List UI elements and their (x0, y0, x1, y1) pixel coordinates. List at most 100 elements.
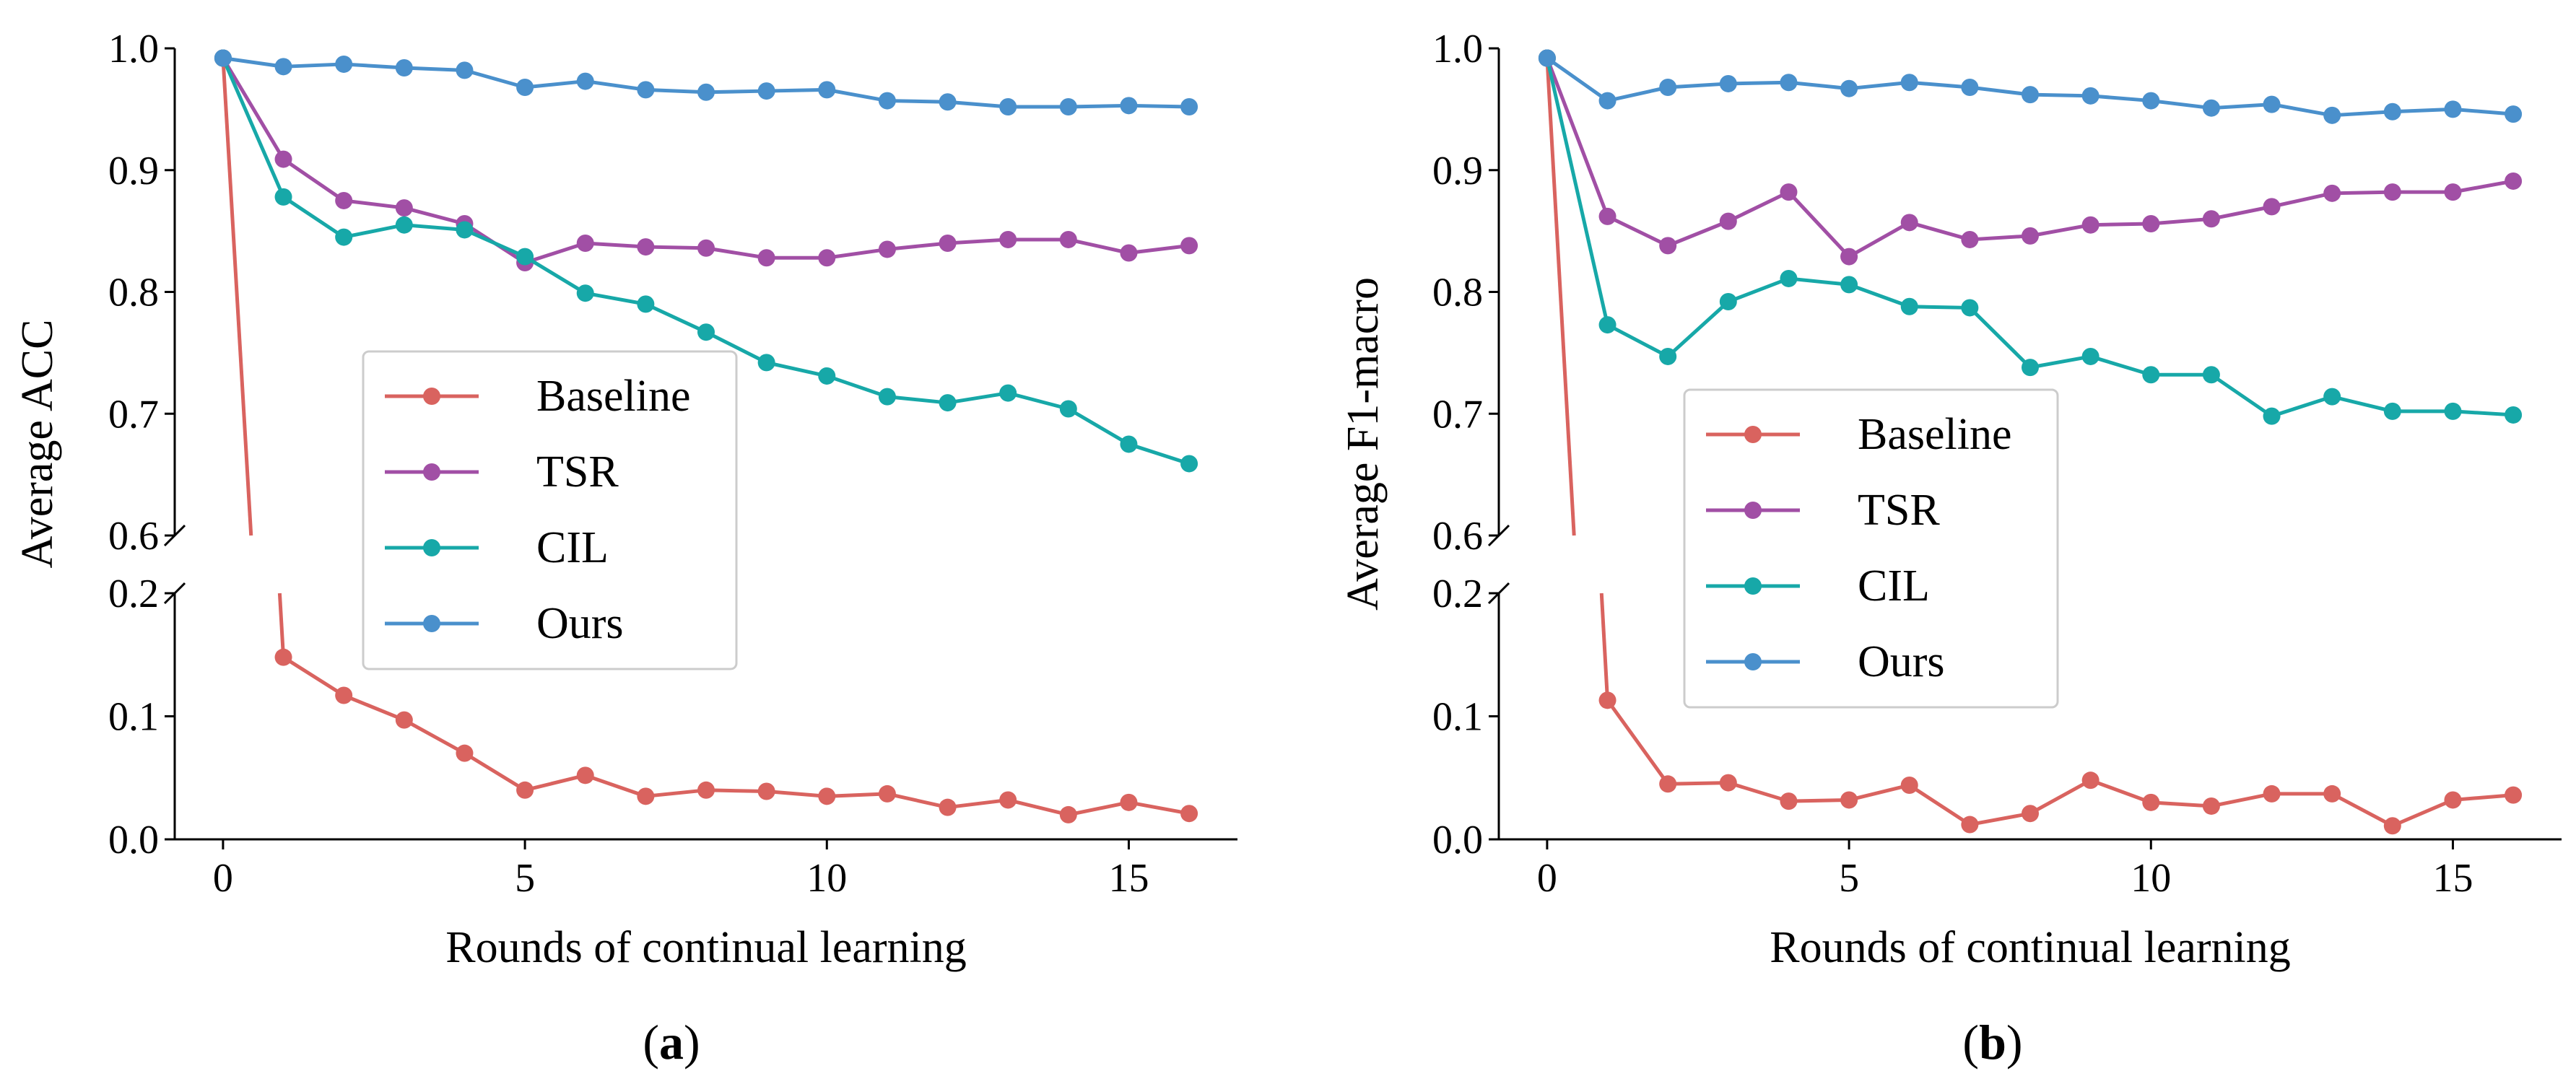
data-point (2444, 100, 2462, 118)
series-line-segment (1909, 305, 1970, 310)
series-line-segment (1848, 221, 1910, 258)
data-point (2505, 406, 2523, 424)
series-line-segment (1007, 391, 1069, 411)
data-point (274, 150, 292, 168)
x-tick-label: 0 (1537, 856, 1557, 901)
series-line-segment (524, 773, 586, 792)
series-line-segment (1970, 85, 2031, 97)
series-line-segment (464, 228, 526, 258)
data-point (1120, 435, 1138, 453)
data-point (757, 249, 775, 267)
data-point (274, 188, 292, 206)
legend-label: CIL (1858, 561, 1930, 611)
data-point (456, 61, 474, 79)
x-axis-label: Rounds of continual learning (445, 923, 966, 972)
series-line-segment (766, 790, 827, 798)
series-line-segment (1970, 234, 2031, 242)
series-line-segment (645, 245, 707, 250)
panel-label-letter: b (1979, 1015, 2006, 1070)
chart-panel-a: 0.6 0.7 0.8 0.9 1.0 0.0 0.1 0.2 0 5 10 15 Rounds of … (13, 27, 1237, 1070)
y-tick-label: 0.0 (1432, 818, 1483, 862)
series-line-segment (1067, 407, 1130, 446)
series-line-segment (1909, 80, 1970, 89)
series-line-segment (645, 788, 707, 798)
data-point (1598, 691, 1616, 709)
series-line-segment (2331, 395, 2393, 414)
series-line-segment (947, 100, 1009, 109)
series-line-segment (1727, 190, 1790, 223)
data-point (939, 798, 957, 816)
series-line-segment (2029, 354, 2092, 370)
legend-marker (1744, 653, 1762, 670)
series-line-segment (585, 241, 646, 249)
y-tick-label: 1.0 (108, 27, 159, 71)
series-line-segment (1727, 276, 1790, 304)
series-line-segment (523, 255, 587, 295)
series-line-segment (1668, 781, 1728, 786)
series-line-segment (464, 751, 526, 792)
series-line-segment (403, 718, 466, 755)
data-point (1780, 792, 1798, 810)
data-point (335, 55, 353, 73)
data-point (1719, 774, 1737, 792)
series-line-segment (887, 241, 948, 251)
series-line-segment (1128, 103, 1190, 109)
series-line-segment (2211, 102, 2272, 110)
series-line-segment (826, 87, 888, 103)
data-point (2081, 87, 2099, 105)
series-line-segment (2453, 179, 2514, 194)
data-point (395, 59, 413, 77)
data-point (999, 384, 1017, 402)
data-point (274, 58, 292, 76)
series-line-segment (221, 57, 285, 198)
data-point (2323, 184, 2341, 202)
series-line-segment (1969, 811, 2031, 826)
data-point (1780, 183, 1798, 201)
series-line-segment (2271, 395, 2333, 419)
series-line-segment (1599, 593, 1610, 701)
data-point (1059, 805, 1077, 823)
data-point (1719, 74, 1737, 92)
data-point (274, 648, 292, 666)
data-point (2383, 183, 2401, 201)
y-tick-label: 0.8 (108, 271, 159, 315)
data-point (456, 744, 474, 762)
data-point (2383, 102, 2401, 121)
data-point (2263, 198, 2281, 216)
series-line-segment (2271, 191, 2333, 209)
data-point (1059, 400, 1077, 418)
series-ours (214, 49, 1198, 115)
x-tick-label: 5 (1839, 856, 1859, 901)
series-ours (1538, 49, 2523, 124)
data-point (1659, 775, 1677, 793)
data-point (939, 93, 957, 111)
series-line-segment (1606, 323, 1669, 359)
data-point (516, 248, 534, 266)
data-point (2202, 366, 2220, 384)
data-point (1120, 793, 1138, 811)
legend-marker (1744, 502, 1762, 519)
data-point (2142, 92, 2160, 110)
series-line-segment (1068, 800, 1129, 817)
series-line-segment (2151, 217, 2212, 226)
data-point (2444, 402, 2462, 420)
series-line-segment (1128, 442, 1190, 465)
data-point (2505, 105, 2523, 123)
series-line-segment (524, 241, 586, 265)
data-point (1059, 98, 1077, 115)
series-line-segment (2391, 798, 2454, 828)
data-point (1900, 297, 1918, 315)
series-line-segment (1068, 237, 1129, 255)
data-point (2022, 227, 2039, 245)
y-axis-label: Average ACC (13, 320, 62, 569)
series-line-segment (1788, 80, 1850, 91)
data-point (999, 98, 1017, 115)
data-point (335, 686, 353, 704)
series-line-segment (2332, 190, 2393, 196)
data-point (335, 228, 353, 246)
data-point (1719, 212, 1737, 230)
data-point (576, 284, 594, 302)
series-line-segment (222, 56, 284, 69)
series-line-segment (1666, 300, 1730, 358)
